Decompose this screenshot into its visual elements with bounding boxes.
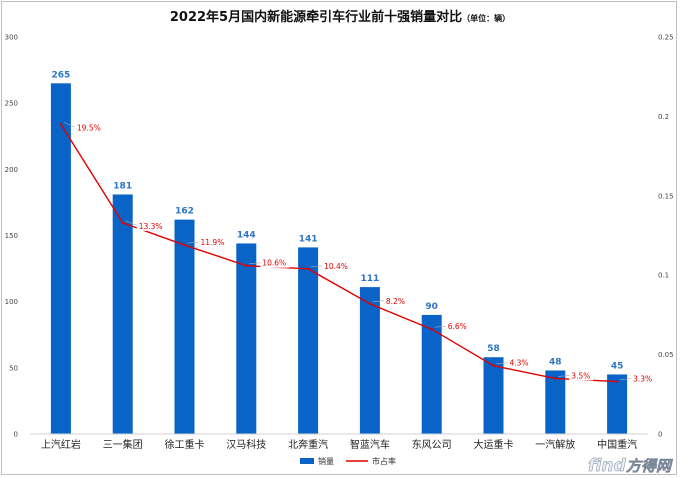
share-value-label: 13.3%: [139, 222, 163, 231]
y-tick-label: 300: [5, 34, 18, 42]
legend: 销量 市占率: [300, 456, 396, 466]
share-value-label: 11.9%: [201, 238, 225, 247]
y-tick-label: 50: [9, 364, 18, 372]
legend-bar-swatch: [300, 458, 314, 464]
share-leader-line: [63, 122, 77, 128]
share-label-bg: [74, 121, 104, 133]
share-value-label: 3.3%: [633, 375, 652, 384]
y-tick-label: 250: [5, 100, 18, 108]
bar: [607, 374, 628, 434]
y-tick-label: 100: [5, 298, 18, 306]
bar: [545, 370, 566, 434]
share-label-bg: [136, 219, 166, 231]
share-point: [245, 264, 248, 267]
bar-value-label: 58: [487, 344, 500, 354]
share-value-label: 10.6%: [262, 259, 286, 268]
watermark-find: find: [588, 456, 626, 476]
y2-tick-label: 0.1: [658, 272, 669, 280]
y-tick-label: 200: [5, 166, 18, 174]
share-label-bg: [507, 356, 532, 368]
share-point: [615, 380, 619, 383]
share-value-label: 3.5%: [571, 371, 590, 380]
x-tick-label: 智蓝汽车: [350, 438, 390, 451]
share-leader-line: [558, 375, 571, 377]
share-leader-line: [311, 265, 324, 268]
bar: [483, 357, 504, 434]
watermark-cn: 方得网: [626, 457, 674, 475]
x-tick-label: 上汽红岩: [41, 438, 81, 451]
share-value-label: 4.3%: [510, 359, 529, 368]
bar: [298, 247, 319, 434]
share-point: [368, 302, 372, 305]
share-line: [60, 123, 618, 383]
share-point: [492, 364, 495, 367]
bar-value-label: 265: [52, 70, 71, 80]
share-point: [183, 243, 186, 247]
share-value-label: 8.2%: [386, 297, 405, 306]
share-label-bg: [445, 320, 470, 332]
share-point: [554, 377, 557, 380]
y2-tick-label: 0.05: [658, 351, 674, 359]
share-leader-line: [372, 300, 385, 303]
x-tick-label: 东风公司: [412, 438, 452, 451]
bar-value-label: 162: [175, 207, 194, 217]
y2-tick-label: 0: [658, 431, 662, 439]
share-point: [306, 267, 310, 271]
share-leader-line: [187, 241, 200, 244]
legend-line-label: 市占率: [372, 456, 396, 466]
share-leader-line: [434, 325, 447, 328]
bar-value-label: 144: [237, 230, 256, 240]
share-label-bg: [569, 369, 594, 381]
chart-title: 2022年5月国内新能源牵引车行业前十强销量对比（单位：辆）: [170, 9, 510, 25]
bar: [359, 287, 380, 434]
bar-value-label: 181: [113, 181, 132, 191]
share-label-bg: [631, 372, 656, 384]
x-tick-label: 北奔重汽: [288, 438, 328, 451]
share-leader-line: [249, 262, 262, 264]
bar-value-label: 90: [425, 302, 438, 312]
bar-value-label: 48: [549, 357, 562, 367]
share-point: [59, 123, 63, 126]
share-label-bg: [260, 256, 290, 268]
share-leader-line: [620, 378, 633, 380]
bar: [174, 219, 195, 434]
bar-value-label: 111: [361, 274, 380, 284]
legend-bar-label: 销量: [318, 456, 334, 466]
x-tick-label: 三一集团: [103, 438, 143, 451]
y-tick-label: 0: [14, 431, 18, 439]
bar: [112, 194, 133, 434]
bar: [236, 243, 257, 434]
share-value-label: 10.4%: [324, 262, 348, 271]
bar-value-label: 45: [611, 361, 624, 371]
bar: [50, 83, 71, 435]
x-tick-label: 徐工重卡: [165, 438, 205, 451]
share-label-bg: [383, 294, 408, 306]
x-tick-label: 中国重汽: [597, 438, 637, 451]
y2-tick-label: 0.15: [658, 192, 674, 200]
share-label-bg: [198, 236, 228, 248]
y-tick-label: 150: [5, 232, 18, 240]
x-tick-label: 大运重卡: [474, 438, 514, 451]
y2-tick-label: 0.25: [658, 34, 674, 42]
y2-tick-label: 0.2: [658, 113, 669, 121]
x-tick-label: 一汽解放: [535, 438, 575, 451]
share-value-label: 19.5%: [77, 123, 101, 132]
bar: [421, 314, 442, 434]
share-point: [121, 221, 124, 224]
share-leader-line: [496, 362, 509, 365]
share-value-label: 6.6%: [448, 322, 467, 331]
watermark-logo: find 方得网: [588, 456, 675, 477]
share-point: [430, 327, 433, 331]
bar-value-label: 141: [299, 234, 318, 244]
share-label-bg: [322, 259, 352, 271]
share-leader-line: [125, 220, 138, 227]
x-tick-label: 汉马科技: [226, 438, 266, 451]
